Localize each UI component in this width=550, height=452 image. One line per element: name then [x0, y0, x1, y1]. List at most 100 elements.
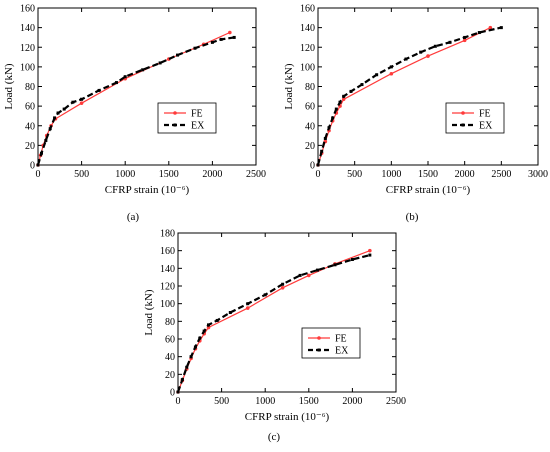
- x-tick-label: 2500: [491, 169, 511, 180]
- panel-label-a: (a): [127, 211, 140, 223]
- x-axis-title: CFRP strain (10⁻⁶): [245, 411, 330, 423]
- data-point-fe: [488, 25, 493, 30]
- data-point-ex: [323, 137, 327, 141]
- data-point-ex: [350, 258, 354, 261]
- data-point-fe: [245, 306, 250, 310]
- data-point-fe: [280, 285, 285, 290]
- y-tick-label: 0: [170, 388, 175, 399]
- data-point-ex: [316, 268, 320, 272]
- data-point-ex: [338, 100, 342, 104]
- data-point-ex: [349, 89, 353, 93]
- data-point-ex: [180, 378, 184, 382]
- y-tick-label: 180: [160, 229, 175, 240]
- data-point-fe: [426, 54, 430, 58]
- y-tick-label: 0: [30, 161, 35, 172]
- data-point-ex: [368, 253, 372, 257]
- plot-frame: [317, 7, 539, 166]
- y-tick-label: 100: [20, 62, 35, 73]
- x-tick-label: 2000: [202, 169, 222, 180]
- data-point-ex: [215, 318, 219, 322]
- data-point-ex: [176, 53, 180, 57]
- y-tick-label: 0: [310, 161, 315, 172]
- y-tick-label: 160: [20, 4, 35, 15]
- y-tick-label: 40: [165, 352, 175, 363]
- plot-frame: [177, 232, 397, 393]
- y-tick-label: 140: [20, 23, 35, 34]
- data-point-ex: [232, 35, 236, 39]
- x-tick-label: 1500: [418, 169, 438, 180]
- series-line-fe: [37, 31, 231, 166]
- data-point-ex: [342, 94, 346, 98]
- x-tick-label: 3000: [528, 169, 548, 180]
- series-line-ex: [36, 36, 235, 166]
- data-point-ex: [298, 273, 302, 277]
- y-tick-label: 120: [20, 43, 35, 54]
- series-line-ex: [176, 254, 371, 393]
- data-point-ex: [219, 37, 223, 41]
- legend-box: [157, 102, 217, 134]
- y-tick-label: 160: [300, 4, 315, 15]
- x-axis-title: CFRP strain (10⁻⁶): [105, 184, 190, 196]
- legend-marker-fe: [317, 336, 321, 340]
- data-point-ex: [39, 151, 43, 155]
- data-point-ex: [80, 97, 84, 101]
- y-tick-label: 100: [300, 62, 315, 73]
- y-tick-label: 20: [25, 141, 35, 152]
- data-point-ex: [463, 35, 467, 39]
- data-point-ex: [53, 116, 57, 120]
- data-point-fe: [368, 248, 372, 253]
- data-point-ex: [360, 83, 364, 87]
- data-point-ex: [185, 365, 189, 369]
- data-point-ex: [448, 40, 452, 44]
- data-point-fe: [341, 97, 346, 102]
- data-point-ex: [316, 163, 320, 167]
- y-tick-label: 40: [305, 121, 315, 132]
- y-tick-label: 140: [300, 23, 315, 34]
- data-point-ex: [210, 40, 214, 44]
- data-point-ex: [198, 336, 202, 340]
- y-axis-title: Load (kN): [283, 63, 295, 109]
- x-tick-label: 2500: [386, 396, 406, 407]
- x-tick-label: 1000: [115, 169, 135, 180]
- legend-label-ex: EX: [191, 121, 205, 132]
- panel-label-c: (c): [268, 431, 281, 443]
- x-tick-label: 1000: [255, 396, 275, 407]
- data-point-fe: [462, 38, 467, 43]
- legend-marker-fe: [461, 111, 465, 115]
- data-point-fe: [389, 71, 394, 76]
- data-point-ex: [477, 31, 481, 35]
- legend-marker-ex: [173, 123, 177, 127]
- data-point-ex: [202, 329, 206, 333]
- data-point-ex: [331, 116, 335, 120]
- data-point-ex: [207, 323, 211, 327]
- data-point-ex: [44, 138, 48, 142]
- legend-box: [301, 327, 361, 359]
- y-tick-label: 60: [25, 102, 35, 113]
- legend-marker-fe: [173, 111, 177, 115]
- y-axis-title: Load (kN): [143, 289, 155, 335]
- series-line-fe: [177, 250, 371, 393]
- legend-label-fe: FE: [479, 109, 491, 120]
- data-point-ex: [281, 282, 285, 286]
- data-point-ex: [327, 126, 331, 130]
- x-tick-label: 0: [36, 169, 41, 180]
- plot-frame: [37, 7, 257, 166]
- data-point-fe: [228, 30, 232, 35]
- chart-panel-1: 0 500 1000 1500 2000 2500 0 20 40 60 80 100 120 140 16…: [3, 4, 266, 197]
- data-point-ex: [114, 81, 118, 85]
- data-point-ex: [97, 88, 101, 92]
- legend-marker-ex: [461, 123, 465, 127]
- x-tick-label: 2000: [342, 396, 362, 407]
- legend-marker-ex: [317, 348, 321, 352]
- data-point-ex: [62, 107, 66, 111]
- y-tick-label: 120: [160, 282, 175, 293]
- data-point-ex: [176, 390, 180, 394]
- legend-label-fe: FE: [335, 334, 347, 345]
- legend-label-fe: FE: [191, 109, 203, 120]
- data-point-ex: [36, 163, 40, 167]
- data-point-ex: [56, 111, 60, 115]
- chart-panel-2: 0 500 1000 1500 2000 2500 3000 0 20 40 60 80 100 120 1…: [283, 4, 548, 197]
- data-point-ex: [334, 107, 338, 111]
- legend-label-ex: EX: [335, 346, 349, 357]
